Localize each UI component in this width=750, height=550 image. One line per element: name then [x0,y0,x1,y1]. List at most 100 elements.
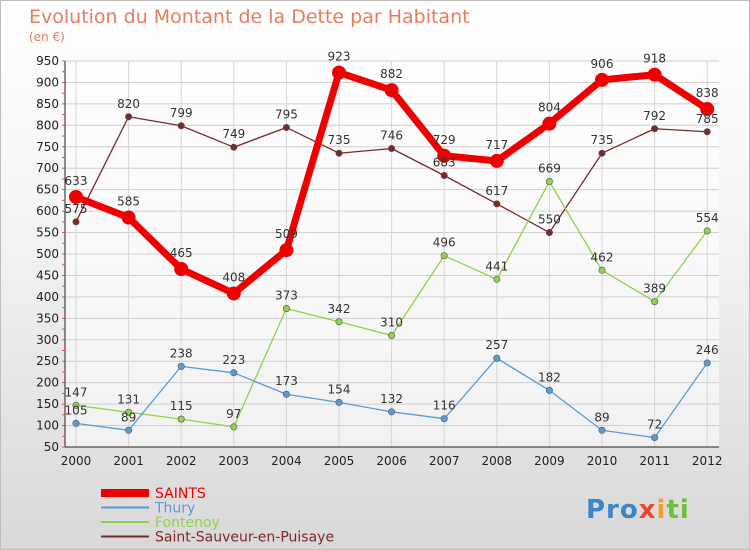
data-point [493,275,501,283]
data-point [700,102,715,117]
data-label: 238 [170,346,193,360]
data-label: 882 [380,67,403,81]
data-point [493,354,501,362]
data-label: 906 [591,57,614,71]
data-label: 89 [121,410,136,424]
data-label: 717 [485,138,508,152]
data-label: 918 [643,52,666,66]
data-point [598,149,606,157]
data-point [388,144,396,152]
data-point [174,262,189,277]
data-point [282,123,290,131]
data-label: 795 [275,107,298,121]
data-label: 465 [170,246,193,260]
x-tick-label: 2012 [692,454,723,468]
x-tick-label: 2003 [219,454,250,468]
x-tick-label: 2005 [324,454,355,468]
data-point [335,398,343,406]
data-point [125,113,133,121]
data-label: 89 [594,410,609,424]
data-label: 105 [65,403,88,417]
legend-label: SAINTS [155,486,206,502]
data-label: 554 [696,211,719,225]
data-point [440,172,448,180]
series [69,65,715,442]
y-tick-label: 800 [36,118,59,132]
data-label: 683 [433,156,456,170]
y-tick-label: 600 [36,204,59,218]
y-tick-label: 750 [36,140,59,154]
y-tick-label: 250 [36,354,59,368]
data-point [384,83,399,98]
y-tick-label: 500 [36,247,59,261]
data-point [335,149,343,157]
data-point [440,252,448,260]
y-tick-label: 700 [36,161,59,175]
data-point [542,116,557,131]
data-label: 735 [591,133,614,147]
data-label: 116 [433,399,456,413]
data-label: 131 [117,392,140,406]
data-point [545,178,553,186]
data-point [651,298,659,306]
data-point [226,286,241,301]
data-point [230,143,238,151]
data-label: 173 [275,374,298,388]
data-point [388,331,396,339]
legend: SAINTSThuryFontenoySaint-Sauveur-en-Puis… [101,486,334,546]
data-label: 72 [647,418,662,432]
data-point [72,218,80,226]
data-label: 820 [117,97,140,111]
proxiti-logo: Proxiti [586,495,690,525]
data-point [440,415,448,423]
data-label: 389 [643,282,666,296]
y-tick-label: 100 [36,419,59,433]
data-label: 804 [538,101,561,115]
x-tick-label: 2010 [587,454,618,468]
data-point [72,401,80,409]
grid [65,60,719,448]
data-label: 785 [696,112,719,126]
data-label: 735 [328,133,351,147]
data-label: 147 [65,385,88,399]
data-point [651,125,659,133]
data-point [388,408,396,416]
data-label: 154 [328,382,351,396]
data-label: 799 [170,106,193,120]
data-point [545,229,553,237]
y-tick-label: 950 [36,54,59,68]
data-label: 792 [643,109,666,123]
data-label: 408 [222,270,245,284]
data-point [230,369,238,377]
data-label: 223 [222,353,245,367]
chart-subtitle: (en €) [29,30,65,44]
data-point [651,434,659,442]
data-point [703,359,711,367]
data-label: 550 [538,213,561,227]
data-point [125,426,133,434]
data-point [121,210,136,225]
data-point [493,200,501,208]
data-point [437,148,452,163]
data-point [177,362,185,370]
data-label: 617 [485,184,508,198]
data-point [282,304,290,312]
x-tick-label: 2006 [376,454,407,468]
data-label: 462 [591,250,614,264]
data-label: 246 [696,343,719,357]
y-tick-label: 300 [36,333,59,347]
data-label: 746 [380,128,403,142]
x-tick-label: 2007 [429,454,460,468]
data-label: 749 [222,127,245,141]
data-point [230,423,238,431]
data-point [335,318,343,326]
data-label: 441 [485,259,508,273]
legend-label: Thury [154,501,195,517]
data-point [72,419,80,427]
data-point [282,390,290,398]
y-tick-label: 550 [36,226,59,240]
y-tick-label: 900 [36,75,59,89]
y-tick-label: 150 [36,397,59,411]
